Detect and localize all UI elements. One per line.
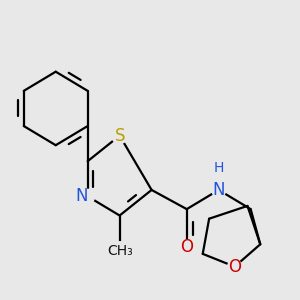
Text: O: O — [228, 258, 241, 276]
Text: N: N — [212, 181, 225, 199]
Circle shape — [81, 189, 95, 203]
Text: N: N — [75, 187, 88, 205]
Circle shape — [180, 240, 194, 254]
Text: O: O — [180, 238, 193, 256]
Circle shape — [112, 128, 127, 144]
Circle shape — [228, 260, 242, 274]
Text: H: H — [214, 160, 224, 175]
Text: S: S — [114, 127, 125, 145]
Circle shape — [111, 242, 129, 260]
Text: CH₃: CH₃ — [107, 244, 133, 258]
Circle shape — [212, 183, 226, 197]
